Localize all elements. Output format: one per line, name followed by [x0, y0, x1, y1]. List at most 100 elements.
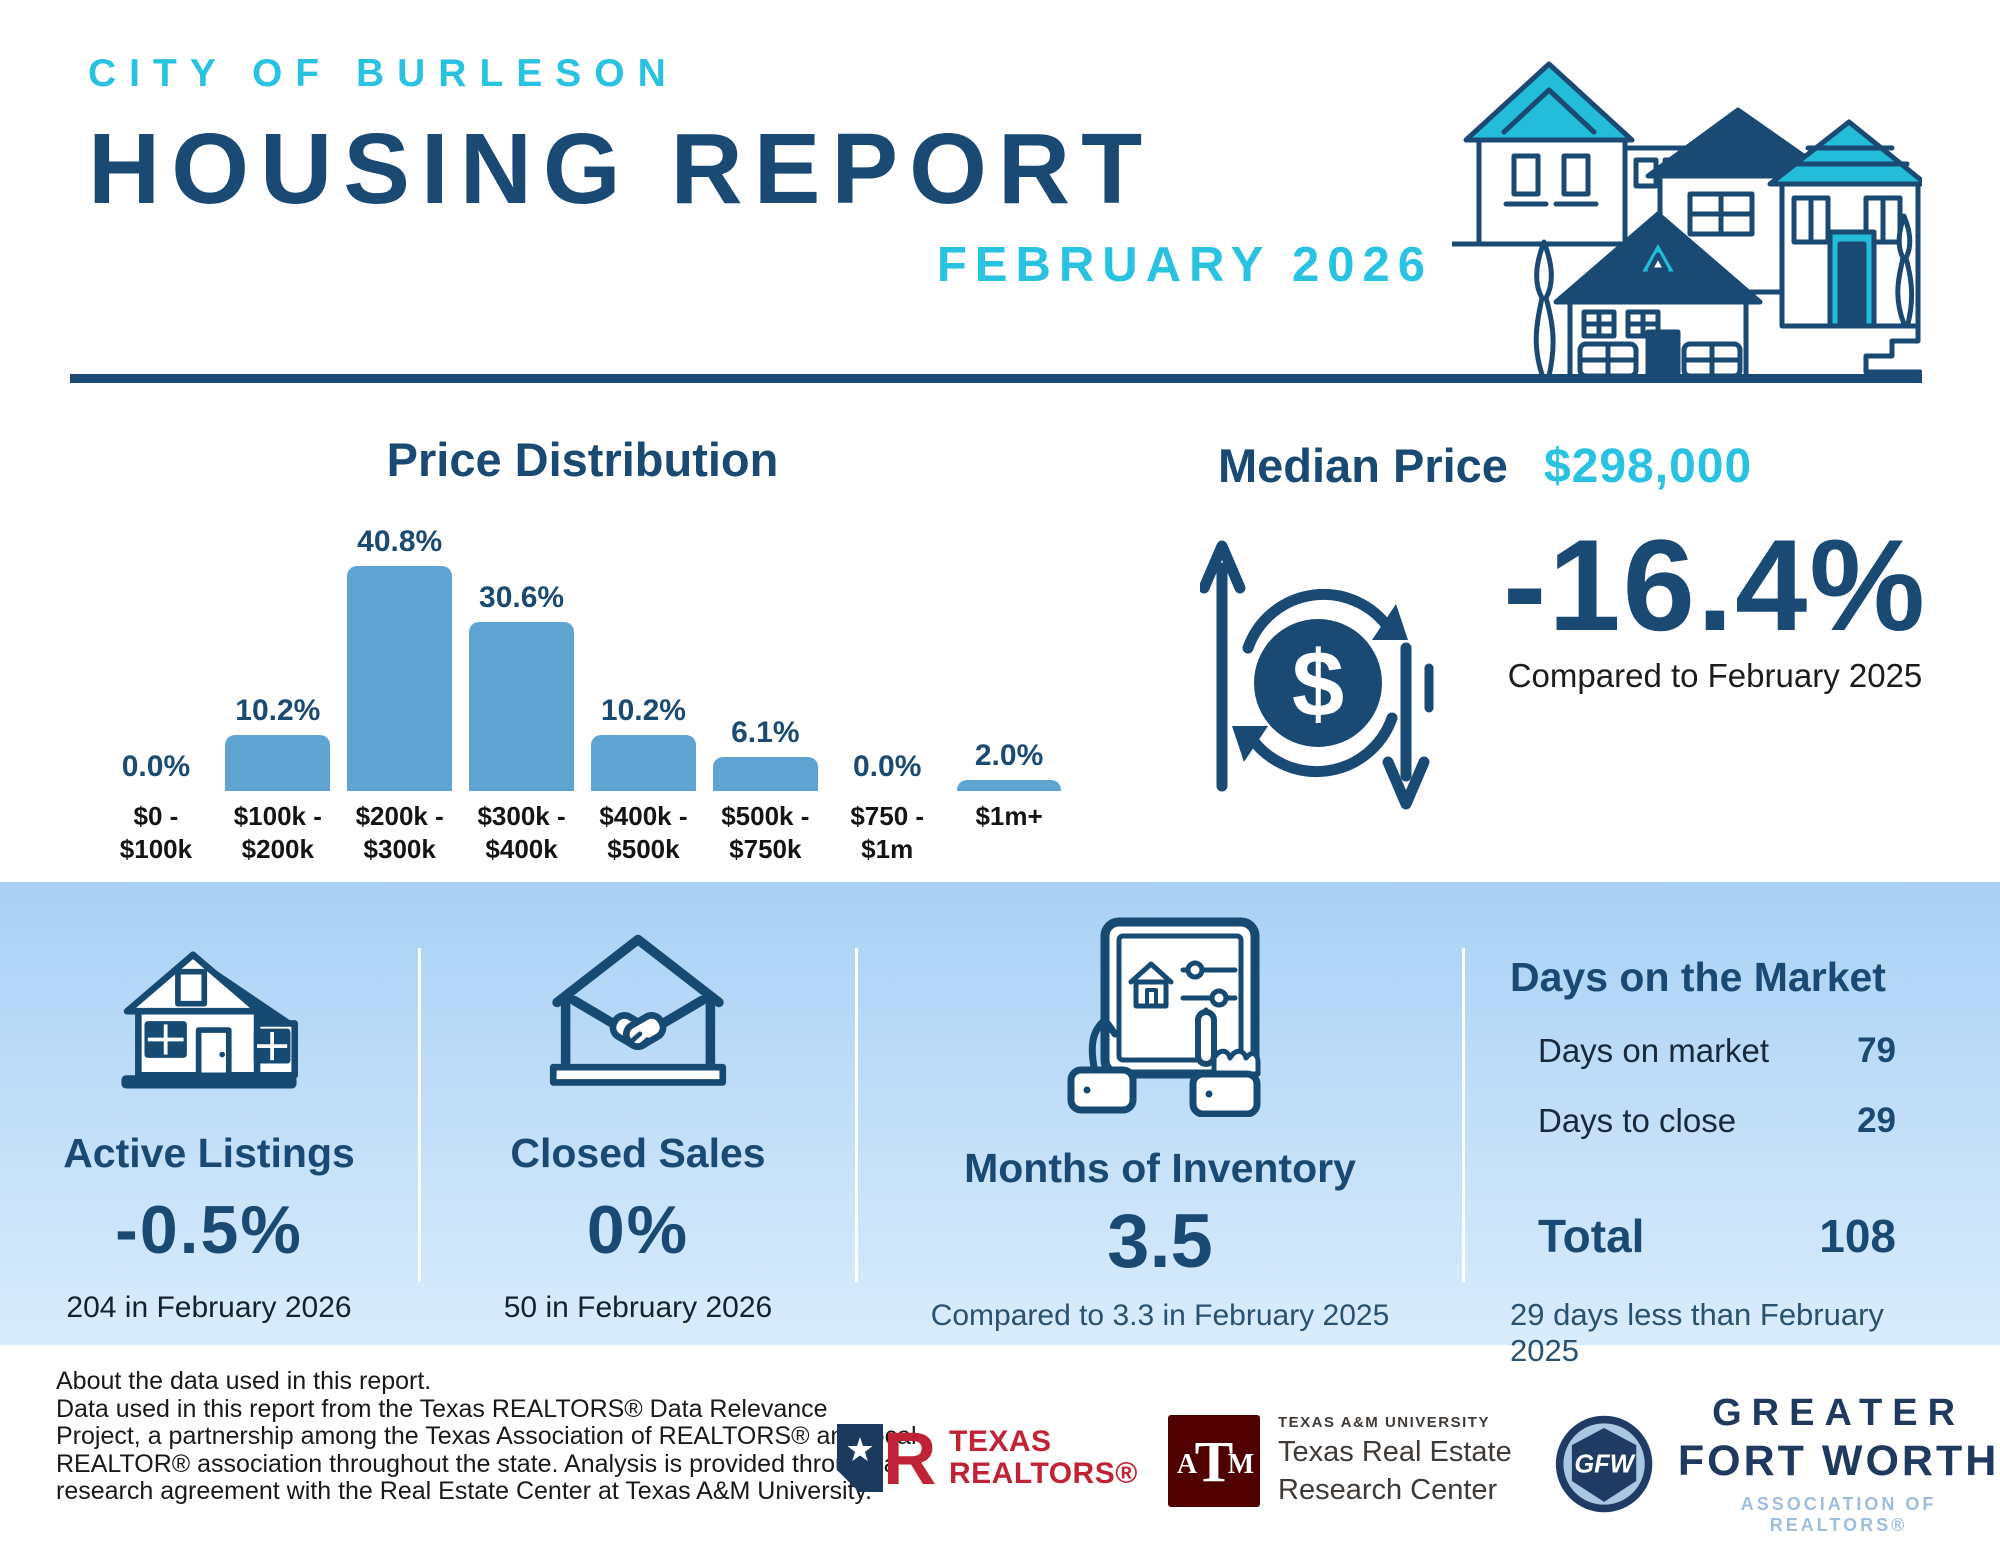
median-change-wrap: -16.4% Compared to February 2025	[1445, 512, 1985, 695]
tablet-icon-wrap	[1043, 910, 1278, 1117]
svg-text:R: R	[883, 1418, 936, 1498]
bar-chart: 0.0% 10.2% 40.8% 30.6% 10.2% 6.1%	[95, 499, 1070, 791]
bar	[225, 735, 331, 791]
bar-column: 30.6%	[461, 581, 583, 791]
months-inventory-stat: Months of Inventory 3.5 Compared to 3.3 …	[858, 882, 1462, 1345]
bar-value-label: 0.0%	[121, 750, 191, 783]
page-title: HOUSING REPORT	[88, 113, 1154, 225]
bar-value-label: 0.0%	[852, 750, 922, 783]
svg-text:A: A	[1177, 1449, 1198, 1480]
svg-text:GFW: GFW	[1574, 1451, 1635, 1479]
houses-illustration	[1452, 61, 1922, 383]
bar-value-label: 10.2%	[600, 694, 686, 727]
gfw-emblem-icon: GFW	[1555, 1415, 1653, 1513]
bar-column: 0.0%	[826, 750, 948, 791]
active-listings-title: Active Listings	[63, 1130, 355, 1176]
days-on-market-row: Days on market 79	[1538, 1031, 1896, 1071]
active-listings-stat: Active Listings -0.5% 204 in February 20…	[0, 882, 418, 1345]
inventory-tablet-icon	[1067, 917, 1260, 1117]
gfw-association-logo: GFW GREATER FORT WORTH ASSOCIATION OF RE…	[1553, 1392, 2000, 1536]
section-divider	[418, 948, 421, 1282]
days-total-row: Total 108	[1538, 1209, 1896, 1263]
svg-text:$: $	[1292, 631, 1344, 736]
house-icon-wrap	[110, 934, 308, 1096]
median-price-value: $298,000	[1543, 440, 1753, 493]
bar-column: 0.0%	[95, 750, 217, 791]
house-icon	[121, 951, 299, 1089]
category-label: $0 - $100k	[119, 801, 193, 864]
category-label: $750 - $1m	[850, 801, 925, 864]
days-total-label: Total	[1538, 1210, 1645, 1262]
category-label: $400k - $500k	[599, 801, 688, 864]
svg-text:T: T	[1195, 1429, 1234, 1494]
about-text: About the data used in this report. Data…	[56, 1367, 917, 1505]
days-on-market-title: Days on the Market	[1510, 954, 1886, 1000]
gfw-text: GREATER FORT WORTH ASSOCIATION OF REALTO…	[1677, 1392, 2000, 1535]
bar	[469, 622, 574, 791]
days-total-value: 108	[1819, 1210, 1896, 1262]
days-row-value: 29	[1857, 1101, 1896, 1140]
category-label: $500k - $750k	[721, 801, 810, 864]
days-row-label: Days to close	[1538, 1102, 1737, 1139]
median-price-label: Median Price	[1218, 439, 1508, 492]
bar-column: 2.0%	[948, 739, 1070, 791]
chart-title: Price Distribution	[386, 433, 779, 486]
closed-sales-title: Closed Sales	[510, 1130, 766, 1176]
months-inventory-title: Months of Inventory	[964, 1145, 1356, 1191]
texas-realtors-logo: R TEXAS REALTORS®	[833, 1418, 1138, 1498]
closed-sales-detail: 50 in February 2026	[503, 1291, 773, 1324]
months-inventory-detail: Compared to 3.3 in February 2025	[930, 1299, 1390, 1332]
days-row-value: 79	[1857, 1031, 1896, 1070]
category-label: $100k - $200k	[233, 801, 322, 864]
category-label: $1m+	[975, 801, 1043, 831]
active-listings-detail: 204 in February 2026	[66, 1291, 352, 1324]
days-on-market-stat: Days on the Market Days on market 79 Day…	[1465, 882, 2000, 1368]
median-comparison: Compared to February 2025	[1507, 657, 1923, 695]
texas-realtors-mark-icon: R	[837, 1418, 936, 1498]
bar-column: 6.1%	[704, 716, 826, 791]
days-on-market-note: 29 days less than February 2025	[1510, 1297, 1884, 1368]
bar-value-label: 40.8%	[357, 525, 443, 558]
bar	[956, 780, 1062, 791]
section-divider	[855, 948, 858, 1282]
days-on-market-row: Days to close 29	[1538, 1101, 1896, 1141]
bar-column: 10.2%	[583, 694, 705, 791]
price-distribution-section: Price Distribution 0.0% 10.2% 40.8% 30.6…	[95, 432, 1070, 866]
report-period: FEBRUARY 2026	[936, 238, 1433, 292]
category-label: $300k - $400k	[477, 801, 566, 864]
bar-column: 10.2%	[217, 694, 339, 791]
bar-value-label: 2.0%	[974, 739, 1044, 772]
median-price-body: $ -16.4% Compared to February 2025	[1198, 512, 1985, 818]
active-listings-change: -0.5%	[115, 1192, 303, 1268]
median-change-value: -16.4%	[1503, 512, 1927, 658]
section-divider	[1462, 948, 1465, 1282]
months-inventory-value: 3.5	[1107, 1199, 1213, 1284]
median-price-section: Median Price $298,000	[1198, 438, 1985, 818]
bar-column: 40.8%	[339, 525, 461, 791]
bar-value-label: 6.1%	[731, 716, 800, 749]
tamu-research-center-logo: A T M TEXAS A&M UNIVERSITY Texas Real Es…	[1168, 1414, 1512, 1507]
category-label: $200k - $300k	[355, 801, 444, 864]
bar-value-label: 10.2%	[235, 694, 321, 727]
days-row-label: Days on market	[1538, 1032, 1770, 1069]
report-header: CITY OF BURLESON HOUSING REPORT FEBRUARY…	[88, 52, 1433, 293]
tamu-text: TEXAS A&M UNIVERSITY Texas Real Estate R…	[1278, 1414, 1512, 1506]
handshake-icon-wrap	[538, 924, 738, 1096]
dollar-cycle-icon-wrap: $	[1198, 518, 1445, 818]
bar-value-label: 30.6%	[479, 581, 565, 614]
dollar-cycle-icon: $	[1198, 540, 1434, 810]
bar	[591, 735, 696, 791]
category-axis: $0 - $100k $100k - $200k $200k - $300k $300…	[95, 800, 1070, 866]
city-label: CITY OF BURLESON	[88, 52, 679, 95]
median-price-row: Median Price $298,000	[1218, 438, 1985, 494]
handshake-house-icon	[549, 934, 727, 1086]
stats-band: Active Listings -0.5% 204 in February 20…	[0, 882, 2000, 1368]
tamu-mark-icon: A T M	[1168, 1414, 1260, 1507]
bar	[347, 566, 453, 791]
header-divider-line	[70, 374, 1922, 383]
svg-text:M: M	[1228, 1449, 1254, 1480]
texas-realtors-text: TEXAS REALTORS®	[949, 1425, 1138, 1490]
closed-sales-change: 0%	[586, 1192, 690, 1268]
closed-sales-stat: Closed Sales 0% 50 in February 2026	[421, 882, 855, 1345]
